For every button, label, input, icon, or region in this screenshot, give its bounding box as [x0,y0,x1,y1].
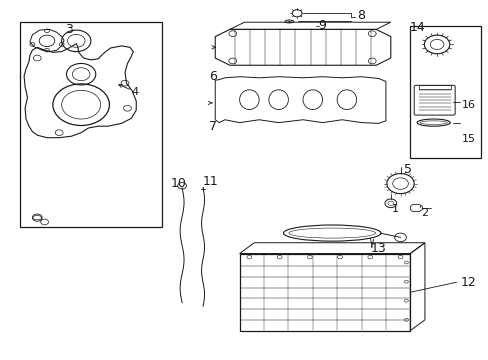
Text: 3: 3 [65,23,73,36]
Text: 11: 11 [202,175,218,188]
Bar [418,85,450,89]
Text: 7: 7 [208,120,216,133]
Text: 14: 14 [409,21,425,34]
Text: 15: 15 [461,134,475,144]
Text: 1: 1 [391,204,398,214]
Text: 10: 10 [170,177,186,190]
Text: 4: 4 [131,87,138,97]
Text: 8: 8 [357,9,365,22]
Text: 12: 12 [460,276,476,289]
Text: 5: 5 [403,163,411,176]
Text: 13: 13 [370,242,386,255]
Bar [20,22,161,226]
Text: 2: 2 [421,208,427,218]
Text: 9: 9 [318,19,326,32]
Text: 16: 16 [461,100,475,110]
Text: 6: 6 [208,69,216,82]
Bar [409,26,480,158]
